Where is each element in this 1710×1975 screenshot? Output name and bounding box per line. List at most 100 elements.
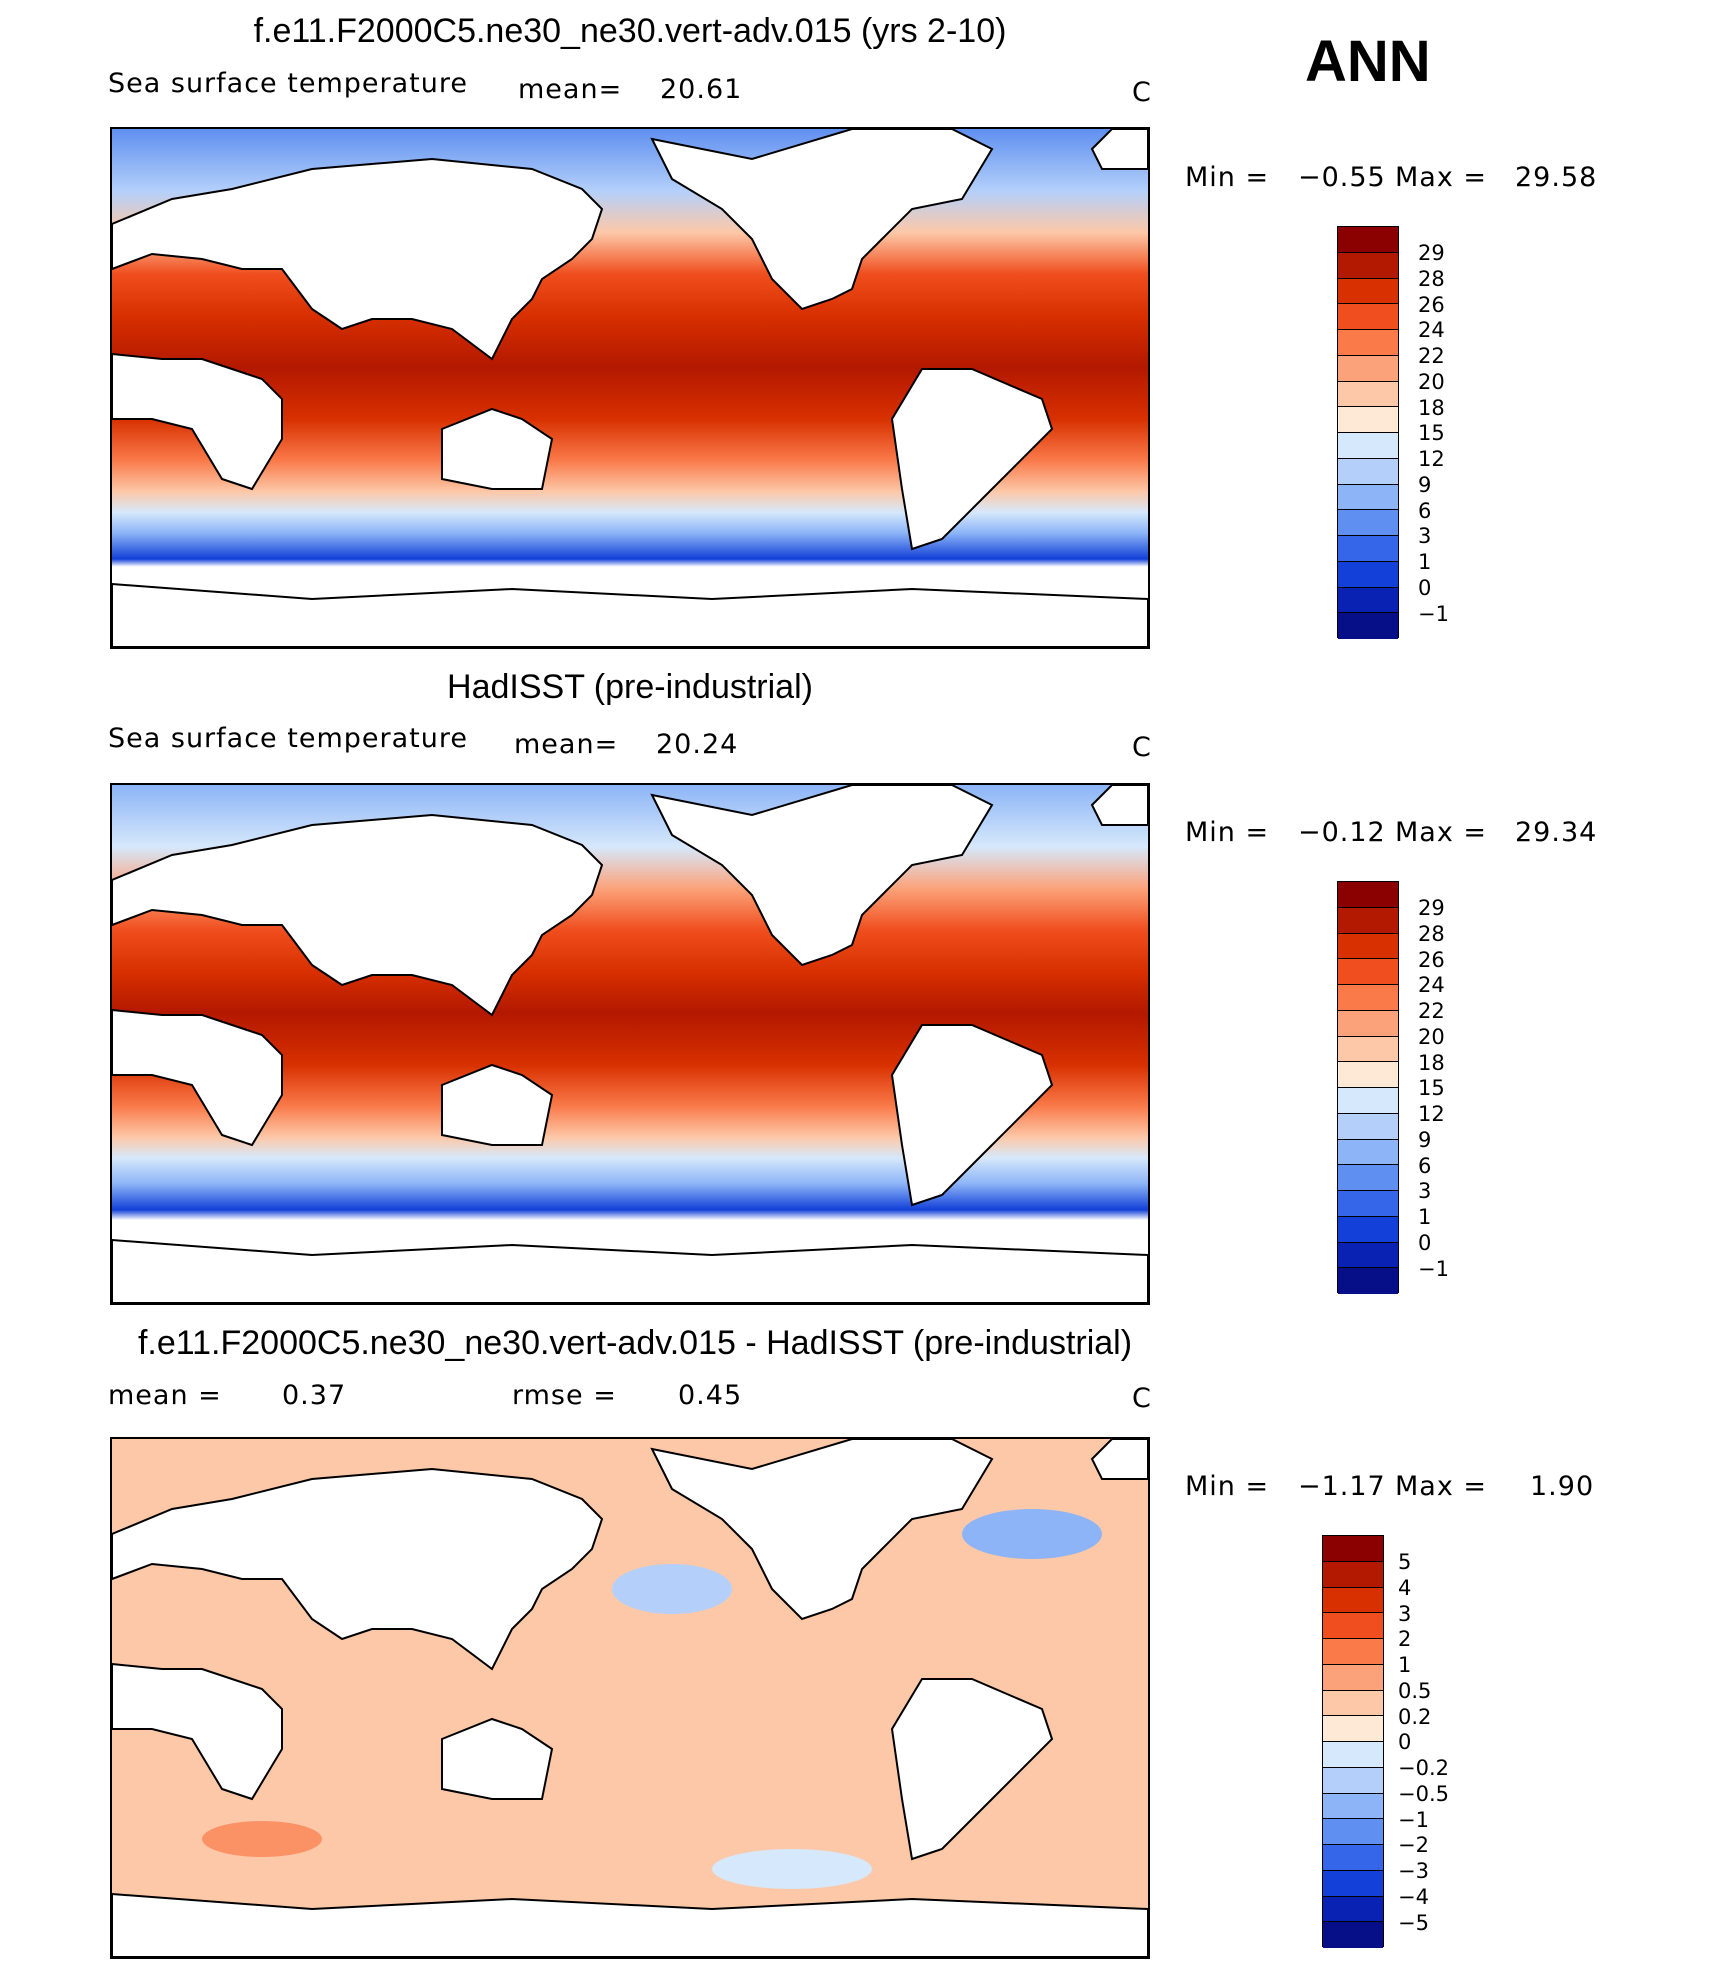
panel2-colorbar-swatch: [1338, 1088, 1398, 1114]
panel3-colorbar-swatch: [1323, 1845, 1383, 1871]
panel2-antarctica: [112, 1238, 1148, 1303]
panel1-min-value: −0.55: [1298, 162, 1386, 193]
panel2-variable: Sea surface temperature: [108, 723, 468, 754]
panel1-colorbar-tick-label: −1: [1418, 601, 1449, 626]
panel1-colorbar-tick-label: 24: [1418, 318, 1445, 343]
panel1-colorbar-tick-label: 28: [1418, 266, 1445, 291]
panel1-antarctica: [112, 582, 1148, 647]
panel1-max-value: 29.58: [1515, 162, 1598, 193]
panel3-australia: [441, 1717, 554, 1800]
panel1-greenland: [1090, 129, 1148, 170]
panel1-australia: [441, 407, 554, 490]
panel2-colorbar-tick-label: 6: [1418, 1153, 1432, 1178]
panel1-map-svg: [112, 129, 1148, 647]
panel2-colorbar-tick-label: 20: [1418, 1024, 1445, 1049]
panel2-colorbar-tick-label: 22: [1418, 999, 1445, 1023]
panel2-colorbar: [1337, 881, 1399, 1294]
panel3-max-label: Max =: [1395, 1471, 1488, 1502]
panel3-colorbar-swatch: [1323, 1639, 1383, 1665]
panel2-min-label: Min =: [1185, 817, 1270, 848]
panel3-greenland: [1090, 1439, 1148, 1480]
panel3-colorbar-tick-label: −1: [1398, 1807, 1429, 1832]
panel3-rmse-label: rmse =: [512, 1380, 617, 1411]
panel1-colorbar-tick-label: 0: [1418, 575, 1432, 600]
panel3-colorbar-swatch: [1323, 1587, 1383, 1614]
panel1-colorbar-swatch: [1338, 587, 1398, 614]
panel2-south-america: [890, 1024, 1054, 1207]
panel2-colorbar-tick-label: 12: [1418, 1102, 1445, 1126]
panel1-colorbar-swatch: [1338, 252, 1398, 279]
panel2-africa: [112, 1008, 283, 1147]
panel2-map: [110, 783, 1150, 1305]
panel1-colorbar-swatch: [1338, 433, 1398, 459]
panel3-colorbar-swatch: [1323, 1561, 1383, 1588]
panel2-colorbar-tick-label: 29: [1418, 896, 1445, 920]
panel3-title: f.e11.F2000C5.ne30_ne30.vert-adv.015 - H…: [137, 1324, 1133, 1362]
panel2-title: HadISST (pre-industrial): [447, 668, 813, 706]
panel2-colorbar-tick-label: 3: [1418, 1179, 1432, 1204]
panel1-colorbar-swatch: [1338, 330, 1398, 356]
panel3-colorbar-swatch: [1323, 1819, 1383, 1845]
panel2-units: C: [1132, 732, 1152, 763]
panel3-colorbar-swatch: [1323, 1664, 1383, 1691]
panel1-map: [110, 127, 1150, 649]
panel3-colorbar-tick-label: −4: [1398, 1884, 1429, 1909]
panel3-mean-label: mean =: [108, 1380, 222, 1411]
panel2-colorbar-swatch: [1338, 1165, 1398, 1191]
panel1-colorbar-swatch: [1338, 561, 1398, 588]
panel1-colorbar-labels: 29 28 26 24 22 20 18 15 12 9 6 3 1 0 −1: [1418, 241, 1449, 627]
panel1-colorbar-tick-label: 29: [1418, 241, 1445, 265]
panel1-colorbar-swatch: [1338, 613, 1398, 639]
panel3-colorbar-swatch: [1323, 1870, 1383, 1897]
panel3-south-america: [890, 1678, 1054, 1861]
panel2-colorbar-tick-label: 15: [1418, 1076, 1445, 1101]
panel1-colorbar-tick-label: 12: [1418, 447, 1445, 471]
panel2-colorbar-swatch: [1338, 1191, 1398, 1217]
panel1-colorbar-swatch: [1338, 407, 1398, 433]
panel1-colorbar-swatch: [1338, 278, 1398, 305]
panel1-colorbar-tick-label: 22: [1418, 344, 1445, 368]
panel3-warm-anomaly-south-indian: [202, 1821, 322, 1857]
panel1-colorbar-swatch: [1338, 484, 1398, 511]
panel2-colorbar-swatch: [1338, 907, 1398, 934]
panel3-colorbar-swatch: [1323, 1613, 1383, 1639]
panel3-colorbar-tick-label: 0.5: [1398, 1678, 1432, 1703]
panel2-colorbar-tick-label: 26: [1418, 947, 1445, 972]
panel2-map-svg: [112, 785, 1148, 1303]
panel3-colorbar-tick-label: 5: [1398, 1550, 1412, 1574]
panel1-variable: Sea surface temperature: [108, 68, 468, 99]
panel3-africa: [112, 1662, 283, 1801]
panel1-min-label: Min =: [1185, 162, 1270, 193]
panel3-colorbar-swatch: [1323, 1767, 1383, 1794]
panel2-colorbar-tick-label: −1: [1418, 1256, 1449, 1281]
panel2-eurasia: [112, 813, 604, 1017]
panel3-colorbar-tick-label: −0.5: [1398, 1781, 1449, 1806]
panel3-colorbar-tick-label: 1: [1398, 1653, 1412, 1677]
panel1-eurasia: [112, 157, 604, 361]
panel1-colorbar-tick-label: 20: [1418, 369, 1445, 394]
panel2-mean-value: 20.24: [656, 729, 739, 760]
panel2-colorbar-tick-label: 9: [1418, 1127, 1432, 1152]
panel3-colorbar-swatch: [1323, 1896, 1383, 1923]
panel2-colorbar-swatch: [1338, 1113, 1398, 1140]
panel1-units: C: [1132, 77, 1152, 108]
panel1-colorbar: [1337, 226, 1399, 639]
panel3-rmse-value: 0.45: [678, 1380, 743, 1411]
panel1-colorbar-swatch: [1338, 381, 1398, 408]
panel3-units: C: [1132, 1383, 1152, 1414]
panel1-colorbar-tick-label: 18: [1418, 395, 1445, 420]
panel1-colorbar-swatch: [1338, 536, 1398, 562]
panel3-colorbar-swatch: [1323, 1716, 1383, 1742]
panel2-colorbar-swatch: [1338, 1268, 1398, 1294]
panel2-australia: [441, 1063, 554, 1146]
panel2-colorbar-tick-label: 28: [1418, 921, 1445, 946]
panel1-colorbar-swatch: [1338, 510, 1398, 536]
panel2-greenland: [1090, 785, 1148, 826]
panel1-colorbar-tick-label: 9: [1418, 472, 1432, 497]
panel3-colorbar-swatch: [1323, 1690, 1383, 1717]
panel1-mean-label: mean=: [518, 74, 623, 105]
panel2-colorbar-tick-label: 1: [1418, 1205, 1432, 1229]
panel3-colorbar-tick-label: −2: [1398, 1833, 1429, 1858]
panel3-cold-anomaly-north-atlantic: [962, 1509, 1102, 1559]
panel1-title: f.e11.F2000C5.ne30_ne30.vert-adv.015 (yr…: [253, 12, 1007, 50]
